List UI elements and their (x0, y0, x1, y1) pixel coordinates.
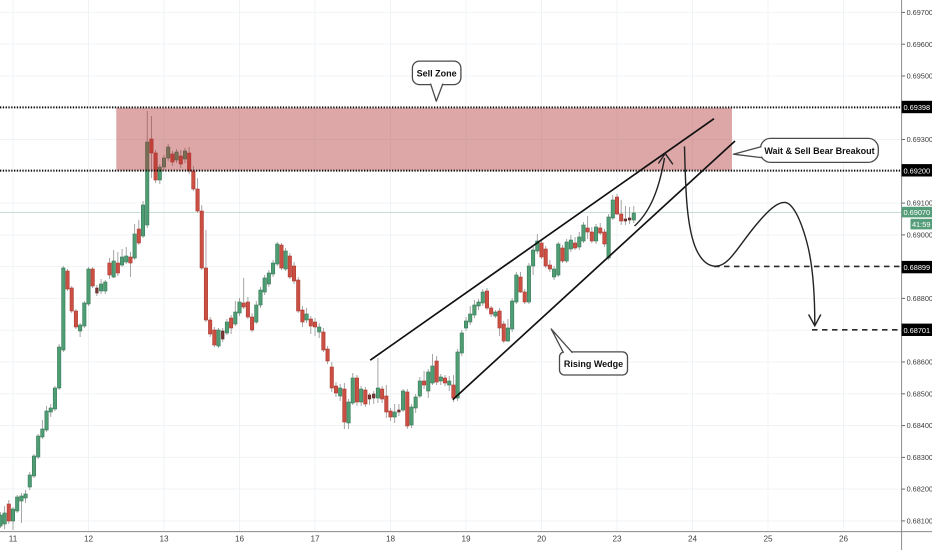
svg-text:18: 18 (386, 535, 396, 544)
svg-text:0.69070: 0.69070 (903, 208, 930, 217)
svg-text:0.69500: 0.69500 (907, 72, 932, 81)
svg-text:0.68500: 0.68500 (907, 389, 932, 398)
svg-text:0.69398: 0.69398 (903, 103, 930, 112)
svg-text:11: 11 (9, 535, 18, 544)
svg-text:24: 24 (688, 535, 698, 544)
svg-text:0.69000: 0.69000 (907, 231, 932, 240)
svg-text:0.68200: 0.68200 (907, 485, 932, 494)
svg-text:0.68400: 0.68400 (907, 421, 932, 430)
svg-text:19: 19 (461, 535, 471, 544)
svg-text:17: 17 (310, 535, 320, 544)
svg-text:0.69100: 0.69100 (907, 199, 932, 208)
svg-text:Sell Zone: Sell Zone (417, 68, 457, 78)
svg-text:41:59: 41:59 (912, 220, 931, 229)
svg-text:Wait & Sell Bear Breakout: Wait & Sell Bear Breakout (764, 146, 874, 156)
svg-text:13: 13 (159, 535, 169, 544)
svg-text:0.69200: 0.69200 (903, 166, 930, 175)
svg-text:0.68100: 0.68100 (907, 517, 932, 526)
svg-text:0.68899: 0.68899 (903, 263, 930, 272)
svg-text:0.68701: 0.68701 (903, 326, 930, 335)
svg-text:20: 20 (537, 535, 547, 544)
svg-text:25: 25 (763, 535, 773, 544)
svg-text:0.68800: 0.68800 (907, 294, 932, 303)
svg-text:26: 26 (839, 535, 849, 544)
svg-text:Rising Wedge: Rising Wedge (564, 359, 623, 369)
svg-text:0.69600: 0.69600 (907, 40, 932, 49)
svg-text:0.69300: 0.69300 (907, 135, 932, 144)
svg-text:0.69700: 0.69700 (907, 8, 932, 17)
svg-text:0.68600: 0.68600 (907, 358, 932, 367)
svg-text:12: 12 (84, 535, 94, 544)
svg-text:23: 23 (612, 535, 622, 544)
svg-text:16: 16 (235, 535, 245, 544)
svg-text:0.68300: 0.68300 (907, 453, 932, 462)
